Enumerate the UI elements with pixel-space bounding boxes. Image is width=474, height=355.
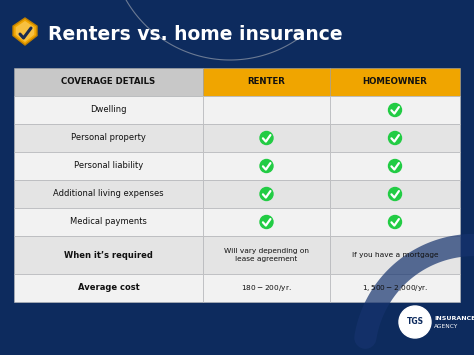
Text: Dwelling: Dwelling	[90, 105, 127, 115]
Circle shape	[389, 131, 401, 144]
FancyBboxPatch shape	[203, 274, 330, 302]
Text: INSURANCE: INSURANCE	[434, 316, 474, 321]
Text: Average cost: Average cost	[78, 284, 139, 293]
FancyBboxPatch shape	[330, 96, 460, 124]
Polygon shape	[16, 21, 34, 42]
FancyBboxPatch shape	[14, 236, 203, 274]
Text: RENTER: RENTER	[247, 77, 285, 87]
Text: If you have a mortgage: If you have a mortgage	[352, 252, 438, 258]
Circle shape	[399, 306, 431, 338]
FancyBboxPatch shape	[330, 274, 460, 302]
Text: COVERAGE DETAILS: COVERAGE DETAILS	[61, 77, 155, 87]
Text: Renters vs. home insurance: Renters vs. home insurance	[48, 24, 343, 44]
FancyBboxPatch shape	[203, 180, 330, 208]
Circle shape	[260, 187, 273, 201]
FancyBboxPatch shape	[203, 124, 330, 152]
Circle shape	[389, 187, 401, 201]
FancyBboxPatch shape	[203, 152, 330, 180]
Text: Personal liability: Personal liability	[74, 162, 143, 170]
FancyBboxPatch shape	[330, 236, 460, 274]
Circle shape	[260, 215, 273, 229]
Polygon shape	[13, 18, 37, 45]
FancyBboxPatch shape	[14, 180, 203, 208]
Circle shape	[260, 131, 273, 144]
Circle shape	[389, 104, 401, 116]
Circle shape	[260, 159, 273, 173]
Circle shape	[389, 215, 401, 229]
FancyBboxPatch shape	[330, 180, 460, 208]
FancyBboxPatch shape	[330, 152, 460, 180]
FancyBboxPatch shape	[330, 124, 460, 152]
FancyBboxPatch shape	[330, 208, 460, 236]
Text: Medical payments: Medical payments	[70, 218, 147, 226]
FancyBboxPatch shape	[330, 68, 460, 96]
FancyBboxPatch shape	[14, 124, 203, 152]
Text: Will vary depending on
lease agreement: Will vary depending on lease agreement	[224, 248, 309, 262]
Text: TGS: TGS	[407, 317, 423, 327]
FancyBboxPatch shape	[14, 208, 203, 236]
FancyBboxPatch shape	[14, 68, 203, 96]
FancyBboxPatch shape	[203, 68, 330, 96]
FancyBboxPatch shape	[203, 236, 330, 274]
Text: When it’s required: When it’s required	[64, 251, 153, 260]
Circle shape	[389, 159, 401, 173]
Text: $1,500-$2,000/yr.: $1,500-$2,000/yr.	[362, 283, 428, 293]
Text: $180-$200/yr.: $180-$200/yr.	[241, 283, 292, 293]
Text: Additional living expenses: Additional living expenses	[53, 190, 164, 198]
FancyBboxPatch shape	[14, 152, 203, 180]
FancyBboxPatch shape	[203, 208, 330, 236]
Text: HOMEOWNER: HOMEOWNER	[363, 77, 428, 87]
FancyBboxPatch shape	[14, 96, 203, 124]
Text: AGENCY: AGENCY	[434, 323, 458, 328]
Text: Personal property: Personal property	[71, 133, 146, 142]
FancyBboxPatch shape	[14, 274, 203, 302]
FancyBboxPatch shape	[203, 96, 330, 124]
